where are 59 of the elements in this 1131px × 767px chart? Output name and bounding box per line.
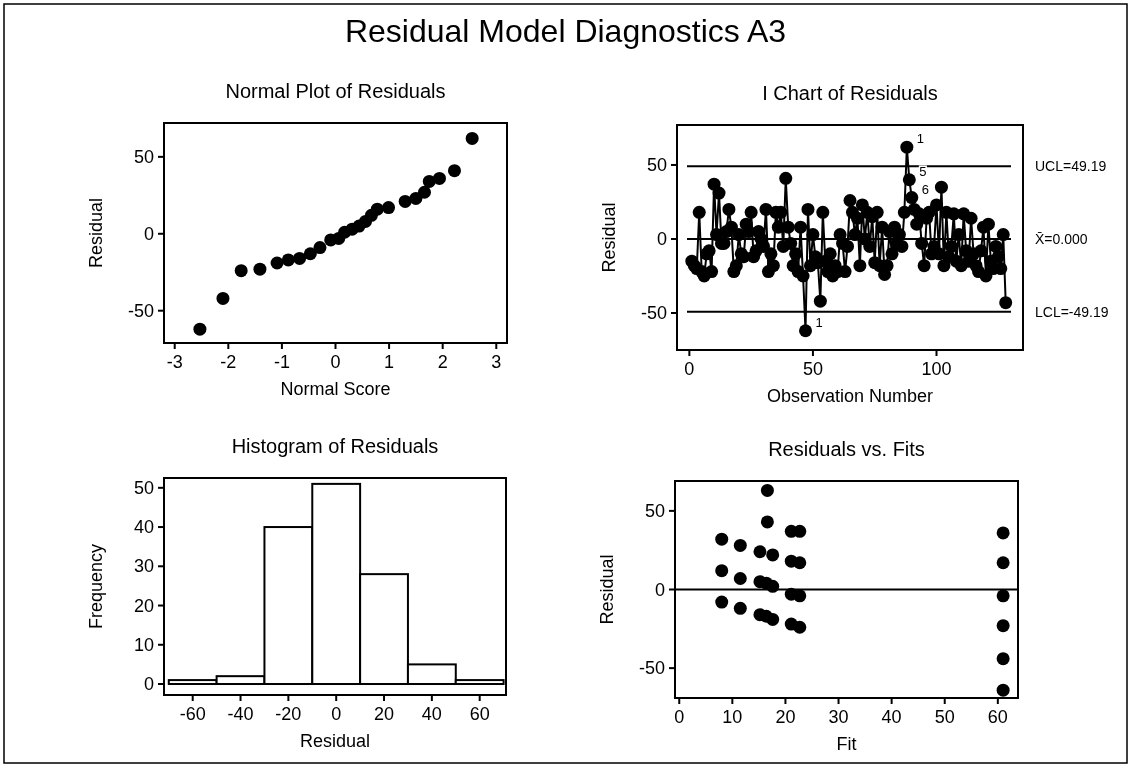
y-tick-label: 50 (133, 146, 154, 167)
x-tick-label: -2 (220, 352, 237, 372)
x-tick-label: -3 (166, 352, 183, 372)
text: Residual Model Diagnostics A3 (344, 13, 787, 49)
x-tick-label: 40 (881, 707, 902, 727)
x-tick-label: -60 (179, 704, 206, 724)
x-tick-label: 50 (934, 707, 955, 727)
x-axis-title: Residual (299, 731, 371, 751)
x-tick-label: 1 (384, 352, 395, 372)
y-axis-title: Residual (86, 197, 106, 269)
x-axis-title: Normal Score (280, 379, 391, 399)
x-tick-label: -40 (227, 704, 254, 724)
y-tick-label: -50 (127, 300, 154, 321)
annotation: 1 (815, 314, 823, 330)
ref-line-label: X̄=0.000 (1035, 230, 1088, 247)
y-tick-label: 30 (133, 556, 154, 577)
y-axis-title: Residual (599, 202, 619, 273)
x-tick-label: 2 (437, 352, 448, 372)
y-tick-label: -50 (638, 658, 665, 679)
x-tick-label: -1 (273, 352, 290, 372)
y-axis-title: Residual (597, 554, 617, 625)
x-tick-label: 20 (775, 707, 796, 727)
y-axis-title: Frequency (86, 543, 106, 630)
y-tick-label: 50 (646, 154, 667, 175)
chart-title: Residuals vs. Fits (768, 438, 925, 460)
x-tick-label: 40 (421, 704, 442, 724)
chart-title: I Chart of Residuals (762, 82, 938, 104)
x-tick-label: 0 (684, 359, 695, 379)
y-tick-label: 50 (644, 500, 665, 521)
ref-line-label: LCL=-49.19 (1035, 303, 1109, 320)
x-tick-label: -20 (275, 704, 302, 724)
chart-title: Histogram of Residuals (231, 435, 439, 457)
y-tick-label: 50 (133, 477, 154, 498)
x-tick-label: 20 (374, 704, 395, 724)
y-tick-label: 40 (133, 517, 154, 538)
ref-line-label: UCL=49.19 (1035, 158, 1107, 175)
y-tick-label: 0 (143, 223, 154, 244)
chart-title: Normal Plot of Residuals (225, 80, 446, 102)
annotation: 6 (921, 181, 930, 197)
x-tick-label: 60 (469, 704, 490, 724)
x-tick-label: 100 (921, 359, 952, 379)
x-tick-label: 0 (331, 704, 342, 724)
x-tick-label: 60 (987, 707, 1008, 727)
x-tick-label: 0 (674, 707, 685, 727)
x-tick-label: 3 (491, 352, 502, 372)
annotation: 1 (916, 131, 925, 147)
x-tick-label: 30 (828, 707, 849, 727)
x-tick-label: 0 (330, 352, 341, 372)
y-tick-label: -50 (640, 302, 667, 323)
y-tick-label: 0 (143, 674, 154, 695)
y-tick-label: 0 (656, 228, 667, 249)
x-axis-title: Fit (836, 734, 857, 754)
y-tick-label: 20 (133, 595, 154, 616)
annotation: 5 (919, 163, 927, 179)
x-tick-label: 10 (722, 707, 743, 727)
y-tick-label: 10 (133, 634, 154, 655)
x-axis-title: Observation Number (766, 386, 934, 406)
x-tick-label: 50 (802, 359, 823, 379)
y-tick-label: 0 (654, 579, 665, 600)
